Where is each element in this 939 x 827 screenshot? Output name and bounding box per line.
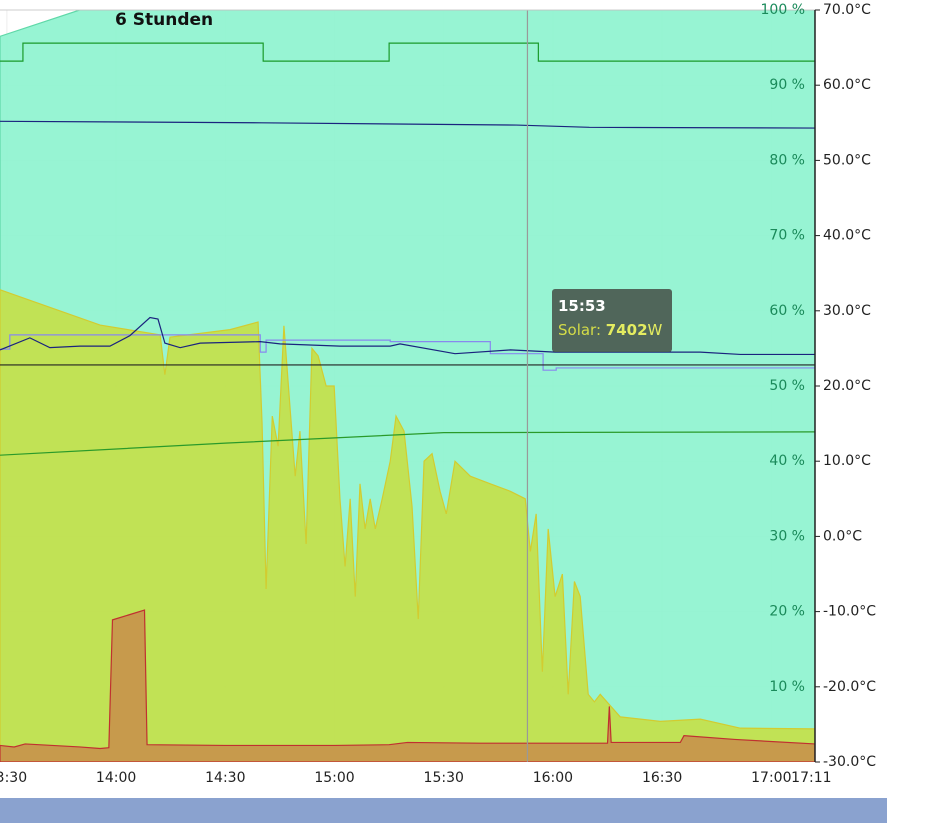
x-tick-label: 15:00 <box>314 770 354 786</box>
line <box>0 334 815 371</box>
scroll-bar <box>0 798 887 823</box>
y-tick-label: 70 % <box>769 228 805 244</box>
y2-tick-label: -10.0°C <box>823 604 876 620</box>
tooltip: 15:53 Solar: 7402W <box>552 289 672 352</box>
y2-tick-label: 0.0°C <box>823 528 862 544</box>
y-tick-label: 80 % <box>769 152 805 168</box>
y2-tick-label: 70.0°C <box>823 2 871 18</box>
line <box>0 431 815 456</box>
y2-tick-label: -20.0°C <box>823 679 876 695</box>
y-tick-label: 20 % <box>769 604 805 620</box>
x-tick-label: 15:30 <box>424 770 464 786</box>
x-tick-label: 17:00 <box>751 770 791 786</box>
y2-tick-label: 30.0°C <box>823 303 871 319</box>
x-tick-label: 13:30 <box>0 770 27 786</box>
y2-tick-label: 50.0°C <box>823 152 871 168</box>
line <box>0 42 815 62</box>
y-tick-label: 90 % <box>769 77 805 93</box>
area <box>0 289 815 762</box>
y2-tick-label: -30.0°C <box>823 754 876 770</box>
x-tick-label: 14:30 <box>205 770 245 786</box>
axes: 10 % 20 % 30 % 40 % 50 % 60 % 70 % 80 % 90 % 100 … <box>0 2 876 786</box>
y-tick-label: 50 % <box>769 378 805 394</box>
tooltip-value: 7402 <box>605 321 648 339</box>
y-tick-label: 100 % <box>761 2 805 18</box>
line <box>0 316 815 356</box>
plot-area <box>0 10 815 762</box>
tooltip-label: Solar: <box>558 321 602 339</box>
x-tick-label: 16:30 <box>642 770 682 786</box>
y-tick-label: 40 % <box>769 453 805 469</box>
area <box>0 609 815 762</box>
y2-tick-label: 10.0°C <box>823 453 871 469</box>
chart-title: 6 Stunden <box>115 10 213 30</box>
x-tick-label: 16:00 <box>533 770 573 786</box>
line <box>0 120 815 129</box>
y-tick-label: 10 % <box>769 679 805 695</box>
y-tick-label: 60 % <box>769 303 805 319</box>
tooltip-time: 15:53 <box>558 297 606 315</box>
tooltip-unit: W <box>647 321 663 339</box>
y2-tick-label: 60.0°C <box>823 77 871 93</box>
y2-tick-label: 40.0°C <box>823 228 871 244</box>
x-tick-label: 17:11 <box>791 770 831 786</box>
x-tick-label: 14:00 <box>96 770 136 786</box>
y-tick-label: 30 % <box>769 528 805 544</box>
y2-tick-label: 20.0°C <box>823 378 871 394</box>
